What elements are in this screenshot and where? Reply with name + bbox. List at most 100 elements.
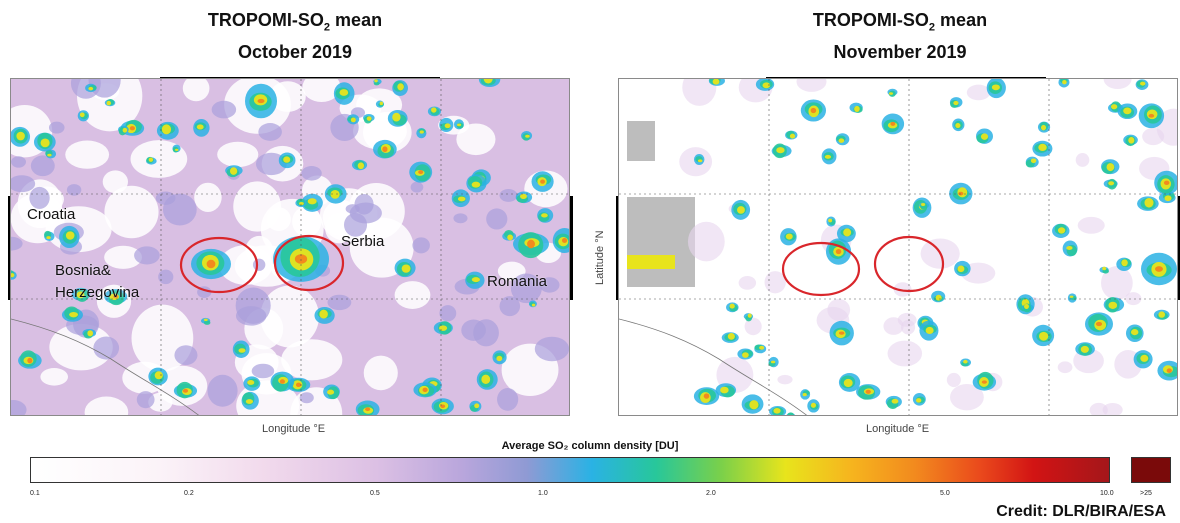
moderate-column-patch	[252, 258, 266, 271]
left-title-subscript: 2	[323, 21, 331, 34]
so2-plume	[161, 124, 172, 135]
moderate-column-patch	[136, 391, 155, 409]
so2-plume	[1140, 354, 1149, 362]
moderate-column-patch	[158, 269, 174, 285]
so2-plume	[129, 126, 135, 131]
missing-data-area	[627, 197, 695, 287]
moderate-column-patch	[453, 213, 468, 224]
so2-plume	[279, 379, 286, 384]
so2-plume	[957, 265, 965, 273]
so2-plume	[729, 303, 735, 309]
so2-plume	[350, 117, 356, 123]
so2-plume	[749, 400, 759, 410]
right-y-axis-label: Latitude °N	[594, 230, 606, 285]
so2-plume	[955, 123, 961, 129]
right-title-suffix: mean	[935, 10, 988, 30]
so2-plume	[357, 162, 365, 170]
so2-plume	[1108, 181, 1115, 186]
so2-plume	[1121, 259, 1128, 267]
so2-plume	[838, 138, 845, 143]
right-right-frame-bar	[1176, 196, 1180, 300]
so2-plume	[1069, 295, 1074, 298]
so2-plume	[1102, 266, 1107, 271]
so2-plume	[196, 124, 204, 130]
coastline	[619, 318, 807, 415]
highlight-ellipse-right-1	[781, 241, 861, 297]
low-column-patch	[182, 79, 210, 102]
left-right-frame-bar	[568, 196, 573, 300]
low-column-patch	[102, 170, 128, 194]
so2-hotspot-north	[257, 98, 265, 104]
so2-plume	[471, 277, 480, 283]
so2-plume	[444, 123, 451, 129]
colorbar-tick-6: 10.0	[1100, 490, 1114, 497]
so2-plume	[854, 105, 860, 112]
so2-plume	[27, 357, 33, 364]
moderate-column-patch	[439, 305, 457, 322]
so2-plume	[888, 92, 894, 95]
moderate-column-patch	[11, 236, 23, 251]
so2-plume	[828, 218, 833, 223]
low-column-patch	[682, 79, 717, 106]
missing-data-area	[627, 121, 655, 161]
highlight-ellipse-left-1	[179, 236, 259, 294]
moderate-column-patch	[48, 121, 65, 134]
so2-plume	[471, 181, 481, 188]
right-title-prefix: TROPOMI-SO	[812, 10, 929, 30]
moderate-column-patch	[174, 345, 198, 366]
label-romania: Romania	[487, 273, 548, 290]
so2-plume	[747, 313, 752, 318]
so2-plume	[327, 389, 335, 395]
low-column-patch	[65, 140, 110, 169]
so2-plume	[148, 157, 154, 162]
so2-hotspot-romania	[527, 239, 535, 249]
colorbar-tick-0: 0.1	[30, 490, 40, 497]
low-column-patch	[897, 312, 917, 327]
so2-plume	[953, 100, 959, 106]
so2-plume	[925, 326, 934, 335]
so2-plume	[835, 248, 842, 255]
so2-plume	[1030, 158, 1037, 164]
moderate-column-patch	[66, 184, 82, 196]
so2-plume	[1062, 79, 1067, 85]
left-map-title: TROPOMI-SO2 mean October 2019	[95, 8, 495, 64]
low-column-patch	[394, 281, 431, 309]
so2-plume	[496, 355, 503, 362]
low-column-patch	[194, 182, 222, 212]
so2-plume	[88, 86, 94, 91]
so2-hotspot-southeast	[1095, 321, 1103, 327]
so2-plume	[991, 84, 1000, 91]
low-column-patch	[687, 221, 725, 262]
left-map-field	[11, 79, 569, 415]
so2-plume	[1158, 311, 1166, 318]
colorbar-tick-5: 5.0	[940, 490, 950, 497]
so2-plume	[1140, 81, 1146, 86]
so2-plume	[720, 386, 729, 394]
so2-plume	[520, 193, 527, 200]
so2-plume	[11, 273, 15, 278]
moderate-column-patch	[11, 156, 26, 168]
so2-plume	[456, 123, 462, 127]
so2-plume	[785, 233, 793, 240]
so2-plume	[1130, 329, 1139, 336]
right-x-axis-label: Longitude °E	[866, 423, 930, 435]
so2-plume	[1110, 104, 1118, 110]
so2-plume	[106, 100, 111, 106]
low-column-patch	[887, 340, 923, 367]
so2-plume	[365, 407, 371, 412]
moderate-column-patch	[539, 277, 560, 293]
so2-plume	[742, 352, 749, 358]
so2-plume	[843, 378, 853, 388]
low-column-patch	[744, 317, 762, 336]
low-column-patch	[104, 245, 142, 269]
left-title-prefix: TROPOMI-SO	[207, 10, 324, 30]
low-column-patch	[738, 275, 757, 290]
moderate-column-patch	[301, 166, 322, 181]
so2-plume	[422, 387, 428, 393]
colorbar-tick-2: 0.5	[370, 490, 380, 497]
low-column-patch	[966, 84, 991, 101]
low-column-patch	[302, 79, 341, 103]
moderate-column-patch	[162, 193, 197, 226]
label-bosnia-line1: Bosnia&	[55, 262, 111, 279]
moderate-column-patch	[473, 319, 499, 347]
